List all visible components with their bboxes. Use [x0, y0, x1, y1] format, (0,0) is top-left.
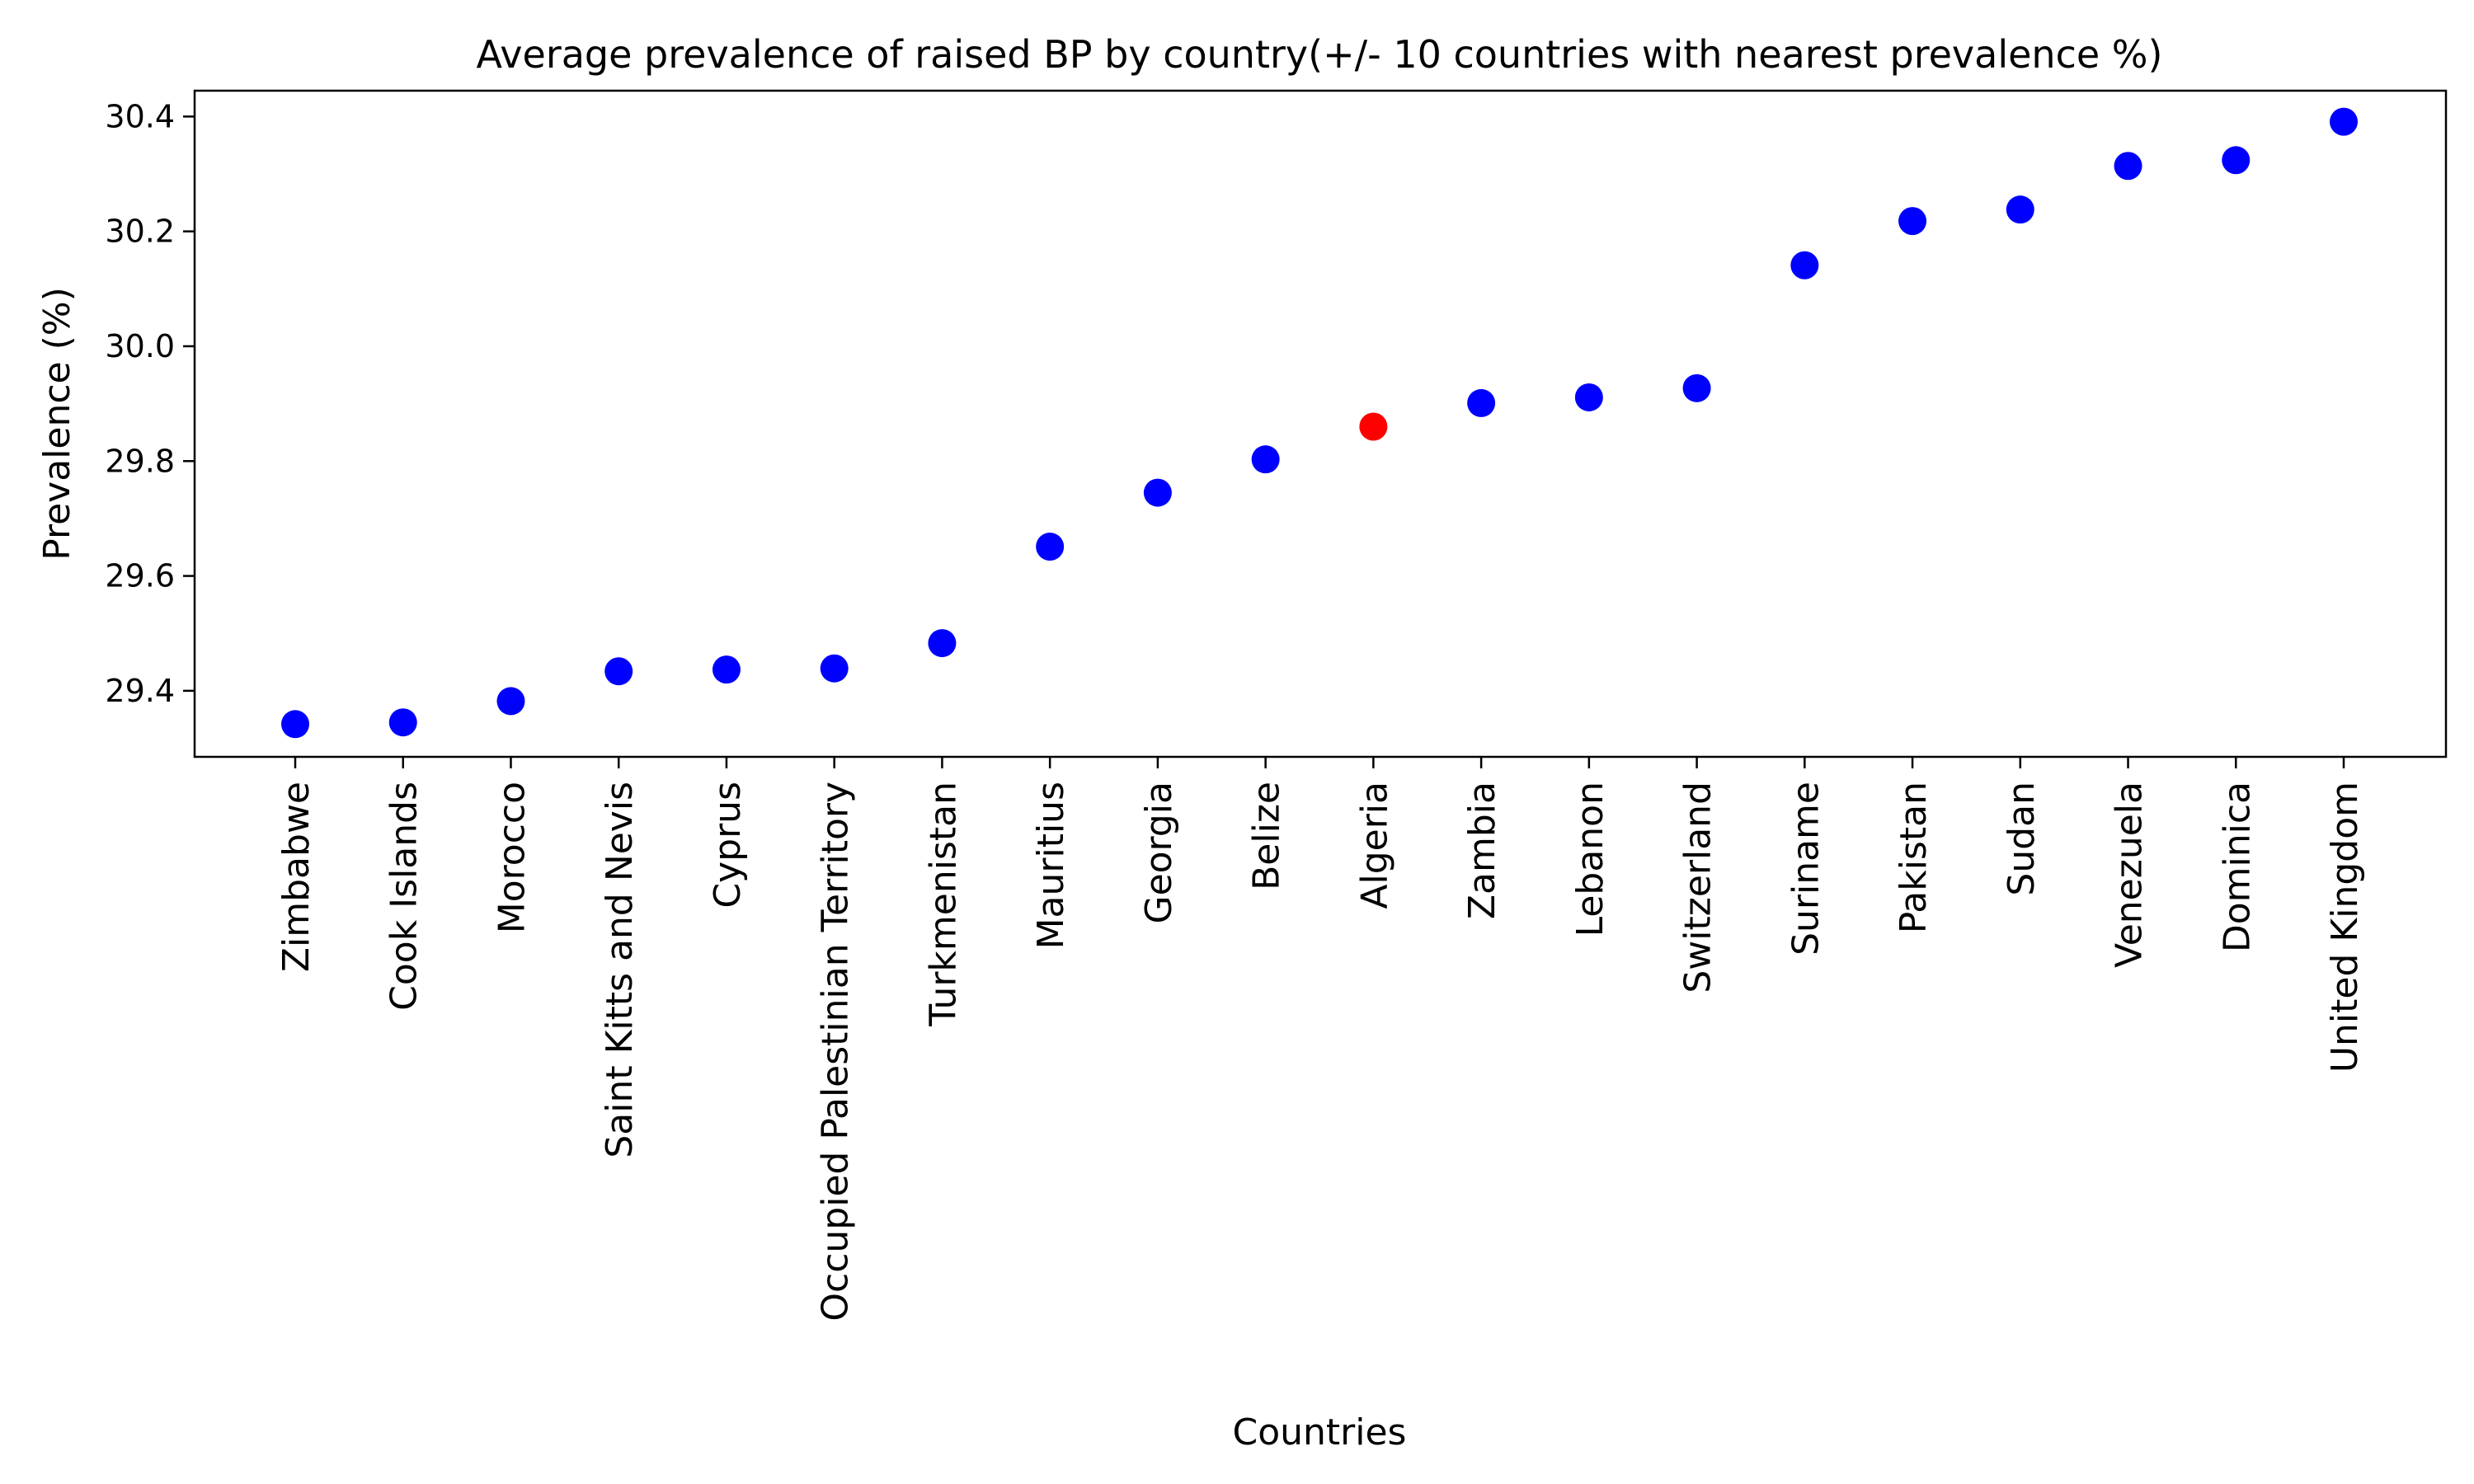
x-tick-label: United Kingdom [2324, 782, 2366, 1073]
data-point [2330, 107, 2358, 136]
data-point [1036, 533, 1065, 561]
x-tick-label: Switzerland [1677, 782, 1719, 993]
x-axis-ticks: Zimbabwe Cook Islands Morocco Saint Kitts a… [275, 757, 2366, 1322]
chart-title: Average prevalence of raised BP by count… [477, 32, 2163, 77]
data-point [1790, 251, 1819, 279]
x-tick-label: Suriname [1785, 782, 1827, 956]
x-tick-label: Algeria [1353, 782, 1395, 909]
data-point [1682, 373, 1711, 402]
data-point [281, 710, 309, 739]
data-points [281, 107, 2358, 739]
x-tick-label: Pakistan [1893, 782, 1935, 933]
y-tick-label: 29.6 [105, 558, 175, 594]
x-tick-label: Turkmenistan [922, 782, 964, 1027]
data-point [1898, 207, 1927, 236]
data-point [388, 708, 417, 737]
x-tick-label: Georgia [1138, 782, 1180, 924]
data-point [1467, 388, 1496, 417]
data-point [820, 654, 849, 683]
data-point [1251, 445, 1280, 474]
x-tick-label: Mauritius [1030, 782, 1072, 949]
x-tick-label: Lebanon [1569, 782, 1611, 937]
y-tick-label: 30.4 [105, 98, 175, 134]
x-tick-label: Cyprus [707, 782, 749, 909]
data-point [1143, 478, 1172, 507]
y-tick-label: 30.2 [105, 214, 175, 250]
data-point [928, 629, 957, 658]
data-point [2006, 195, 2034, 224]
data-point [604, 657, 633, 686]
x-tick-label: Cook Islands [383, 782, 426, 1011]
x-tick-label: Zambia [1461, 782, 1503, 919]
x-tick-label: Venezuela [2109, 782, 2151, 968]
plot-frame [193, 89, 2448, 758]
y-tick-label: 29.4 [105, 673, 175, 709]
x-tick-label: Saint Kitts and Nevis [599, 782, 641, 1158]
data-point [2114, 152, 2142, 181]
data-point [2222, 146, 2251, 175]
data-point-highlighted [1359, 412, 1388, 441]
x-tick-label: Zimbabwe [275, 782, 317, 972]
data-point [1574, 383, 1603, 411]
y-tick-label: 29.8 [105, 443, 175, 479]
x-axis-label: Countries [1233, 1411, 1407, 1453]
x-tick-label: Sudan [2001, 782, 2043, 896]
y-tick-label: 30.0 [105, 328, 175, 364]
data-point [712, 655, 741, 684]
x-tick-label: Morocco [491, 782, 533, 933]
y-axis-label: Prevalence (%) [36, 287, 78, 561]
x-tick-label: Belize [1246, 782, 1288, 890]
data-point [496, 687, 525, 716]
y-axis-ticks: 29.4 29.6 29.8 30.0 30.2 30.4 [105, 98, 195, 709]
x-tick-label: Occupied Palestinian Territory [815, 782, 857, 1322]
x-tick-label: Dominica [2216, 782, 2258, 952]
